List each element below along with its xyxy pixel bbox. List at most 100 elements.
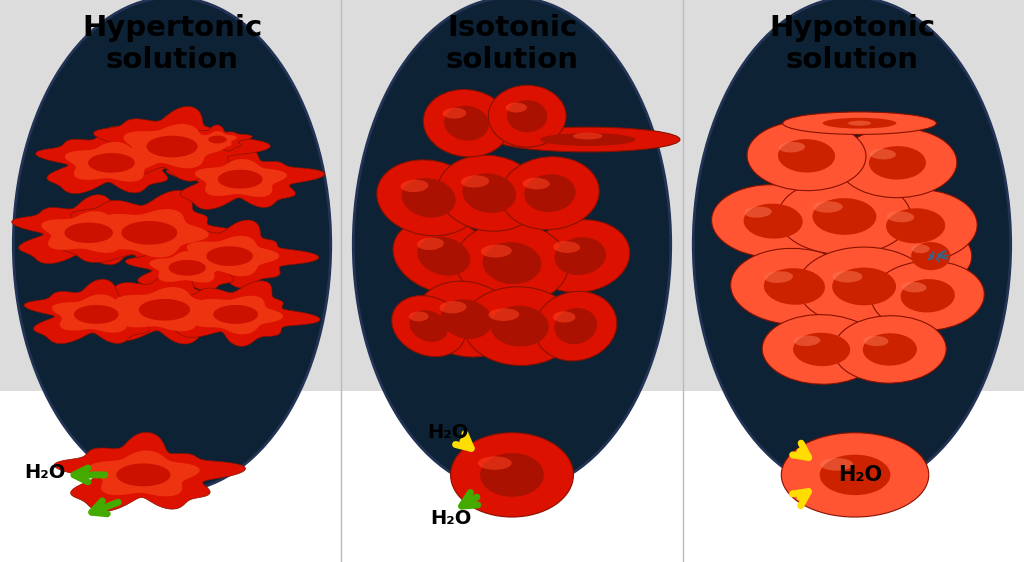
Ellipse shape (410, 310, 447, 342)
Polygon shape (54, 432, 246, 511)
Ellipse shape (490, 306, 549, 347)
Polygon shape (65, 142, 161, 182)
Ellipse shape (423, 89, 510, 157)
Ellipse shape (456, 223, 568, 303)
Ellipse shape (463, 287, 575, 365)
Polygon shape (193, 296, 284, 334)
Ellipse shape (764, 268, 825, 305)
Polygon shape (36, 126, 200, 193)
Ellipse shape (392, 296, 466, 357)
Polygon shape (11, 194, 181, 265)
Polygon shape (150, 251, 226, 283)
Ellipse shape (482, 242, 542, 284)
Polygon shape (213, 305, 258, 324)
Polygon shape (25, 279, 181, 343)
Ellipse shape (863, 336, 889, 346)
Ellipse shape (553, 311, 575, 323)
Polygon shape (186, 236, 280, 277)
Ellipse shape (848, 121, 871, 126)
Polygon shape (89, 451, 200, 496)
Ellipse shape (554, 237, 606, 275)
Ellipse shape (782, 112, 936, 134)
Ellipse shape (488, 85, 566, 147)
Ellipse shape (417, 281, 516, 357)
Ellipse shape (794, 333, 850, 366)
Ellipse shape (871, 261, 984, 330)
Polygon shape (117, 464, 170, 486)
Ellipse shape (507, 100, 548, 132)
Ellipse shape (794, 336, 820, 346)
Text: H₂O: H₂O (838, 465, 883, 485)
Ellipse shape (911, 244, 930, 253)
Polygon shape (41, 211, 140, 253)
Ellipse shape (712, 185, 835, 257)
Ellipse shape (481, 244, 512, 257)
Polygon shape (125, 238, 257, 293)
Ellipse shape (890, 227, 972, 285)
Ellipse shape (778, 139, 835, 173)
Polygon shape (139, 299, 190, 320)
Polygon shape (74, 305, 119, 324)
Polygon shape (115, 287, 219, 331)
Ellipse shape (442, 108, 466, 119)
Polygon shape (208, 135, 227, 143)
Ellipse shape (540, 133, 636, 146)
Ellipse shape (418, 237, 470, 276)
Ellipse shape (501, 157, 599, 230)
Ellipse shape (765, 271, 793, 283)
Polygon shape (124, 124, 226, 168)
Ellipse shape (439, 301, 467, 314)
Ellipse shape (911, 242, 950, 270)
Ellipse shape (822, 118, 896, 129)
Polygon shape (195, 159, 287, 197)
Polygon shape (122, 221, 177, 244)
Text: H₂O: H₂O (430, 509, 471, 528)
Ellipse shape (417, 238, 443, 250)
Ellipse shape (530, 220, 630, 292)
Ellipse shape (451, 433, 573, 517)
Ellipse shape (833, 268, 896, 305)
Ellipse shape (524, 174, 575, 212)
Ellipse shape (488, 309, 519, 321)
Ellipse shape (886, 209, 945, 243)
Polygon shape (96, 209, 209, 257)
Bar (0, 0, 1024, 391)
Ellipse shape (833, 271, 862, 283)
Ellipse shape (553, 241, 580, 253)
Ellipse shape (13, 0, 331, 492)
Ellipse shape (506, 103, 527, 112)
Polygon shape (186, 125, 252, 152)
Ellipse shape (762, 315, 881, 384)
Ellipse shape (463, 173, 516, 213)
Ellipse shape (819, 455, 891, 495)
Ellipse shape (730, 248, 858, 324)
Ellipse shape (393, 219, 495, 294)
Ellipse shape (535, 291, 616, 361)
Polygon shape (166, 144, 325, 210)
Polygon shape (65, 223, 113, 243)
Ellipse shape (496, 127, 680, 152)
Polygon shape (93, 106, 270, 181)
Polygon shape (199, 131, 237, 147)
Ellipse shape (869, 149, 896, 160)
Ellipse shape (834, 316, 946, 383)
Ellipse shape (437, 155, 541, 231)
Ellipse shape (353, 0, 671, 492)
Text: Hypotonic
solution: Hypotonic solution (769, 14, 935, 74)
Polygon shape (56, 191, 255, 272)
Text: Isotonic
solution: Isotonic solution (445, 14, 579, 74)
Ellipse shape (812, 198, 877, 235)
Polygon shape (88, 153, 135, 173)
Ellipse shape (377, 160, 480, 236)
Ellipse shape (409, 311, 429, 321)
Ellipse shape (461, 175, 489, 188)
Ellipse shape (838, 128, 956, 198)
Ellipse shape (693, 0, 1011, 492)
Ellipse shape (480, 453, 544, 497)
Ellipse shape (869, 146, 926, 179)
Ellipse shape (573, 133, 602, 139)
Ellipse shape (444, 106, 489, 140)
Ellipse shape (798, 247, 931, 326)
Ellipse shape (820, 458, 853, 471)
Polygon shape (157, 220, 318, 288)
